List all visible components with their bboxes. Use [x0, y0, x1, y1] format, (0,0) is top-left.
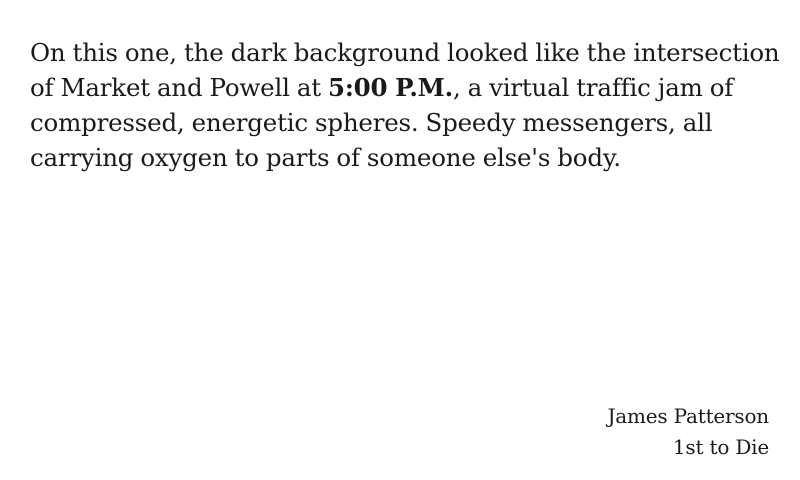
quote-text: On this one, the dark background looked … — [30, 35, 780, 175]
quote-part-2: , a virtual traffic jam of compressed, e… — [30, 73, 734, 172]
quote-part-1: On this one, the dark background looked … — [30, 38, 780, 102]
attribution: James Patterson 1st to Die — [607, 401, 769, 463]
book-title: 1st to Die — [672, 435, 769, 459]
quote-time-emphasis: 5:00 P.M. — [327, 73, 453, 102]
author-name: James Patterson — [607, 404, 769, 428]
